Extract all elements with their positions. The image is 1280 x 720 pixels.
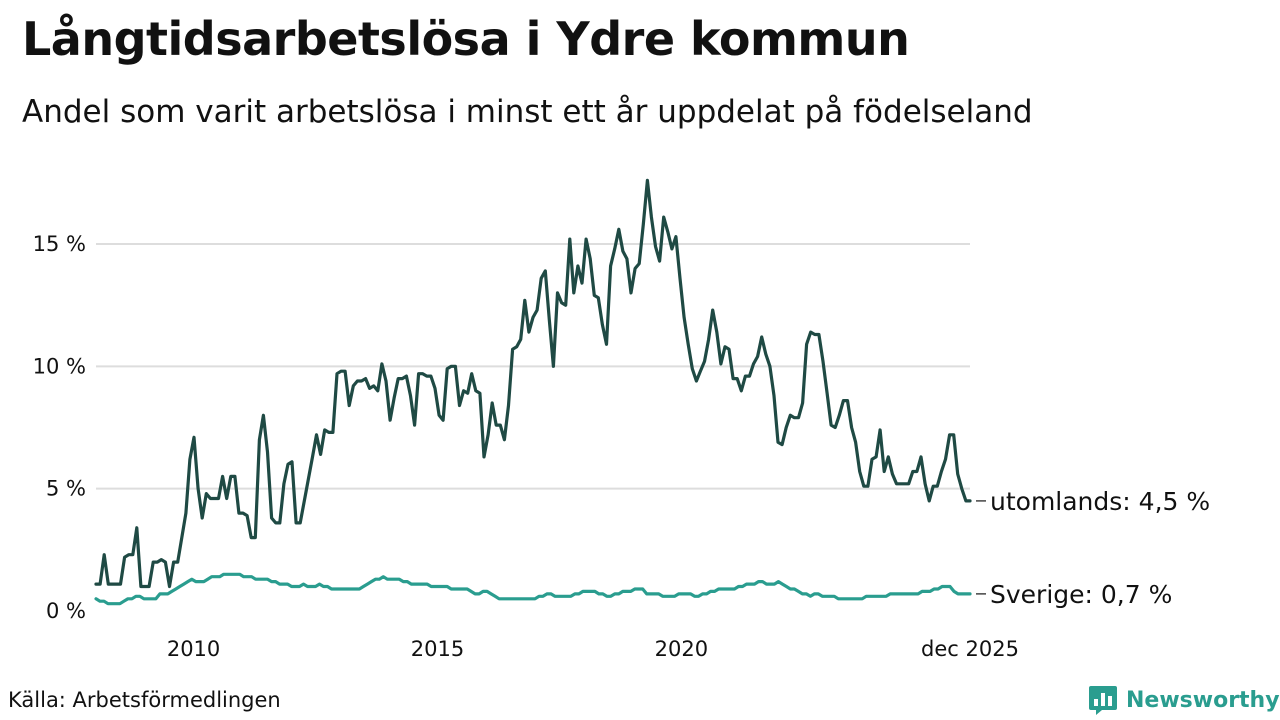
source-note: Källa: Arbetsförmedlingen <box>8 688 281 712</box>
series-end-label: Sverige: 0,7 % <box>990 580 1172 609</box>
grid-lines <box>96 243 970 490</box>
chart-subtitle: Andel som varit arbetslösa i minst ett å… <box>22 94 1033 130</box>
y-axis-tick-labels: 0 % 5 % 10 % 15 % <box>33 232 86 623</box>
brand-logo: Newsworthy <box>1088 684 1280 716</box>
series-lines <box>94 178 972 606</box>
series-line-utomlands <box>94 178 972 589</box>
x-tick-label: dec 2025 <box>921 637 1019 661</box>
y-tick-label: 5 % <box>46 477 86 501</box>
brand-name: Newsworthy <box>1126 687 1280 713</box>
series-end-label: utomlands: 4,5 % <box>990 487 1210 516</box>
series-line-sverige <box>94 572 972 606</box>
y-tick-label: 0 % <box>46 599 86 623</box>
series-end-labels: utomlands: 4,5 % Sverige: 0,7 % <box>976 487 1210 609</box>
x-tick-label: 2015 <box>411 637 464 661</box>
newsworthy-logo-icon <box>1089 686 1117 715</box>
x-tick-label: 2020 <box>655 637 708 661</box>
y-tick-label: 10 % <box>33 354 86 378</box>
x-axis-tick-labels: 2010 2015 2020 dec 2025 <box>167 637 1019 661</box>
x-tick-label: 2010 <box>167 637 220 661</box>
y-tick-label: 15 % <box>33 232 86 256</box>
chart-title: Långtidsarbetslösa i Ydre kommun <box>22 12 910 66</box>
